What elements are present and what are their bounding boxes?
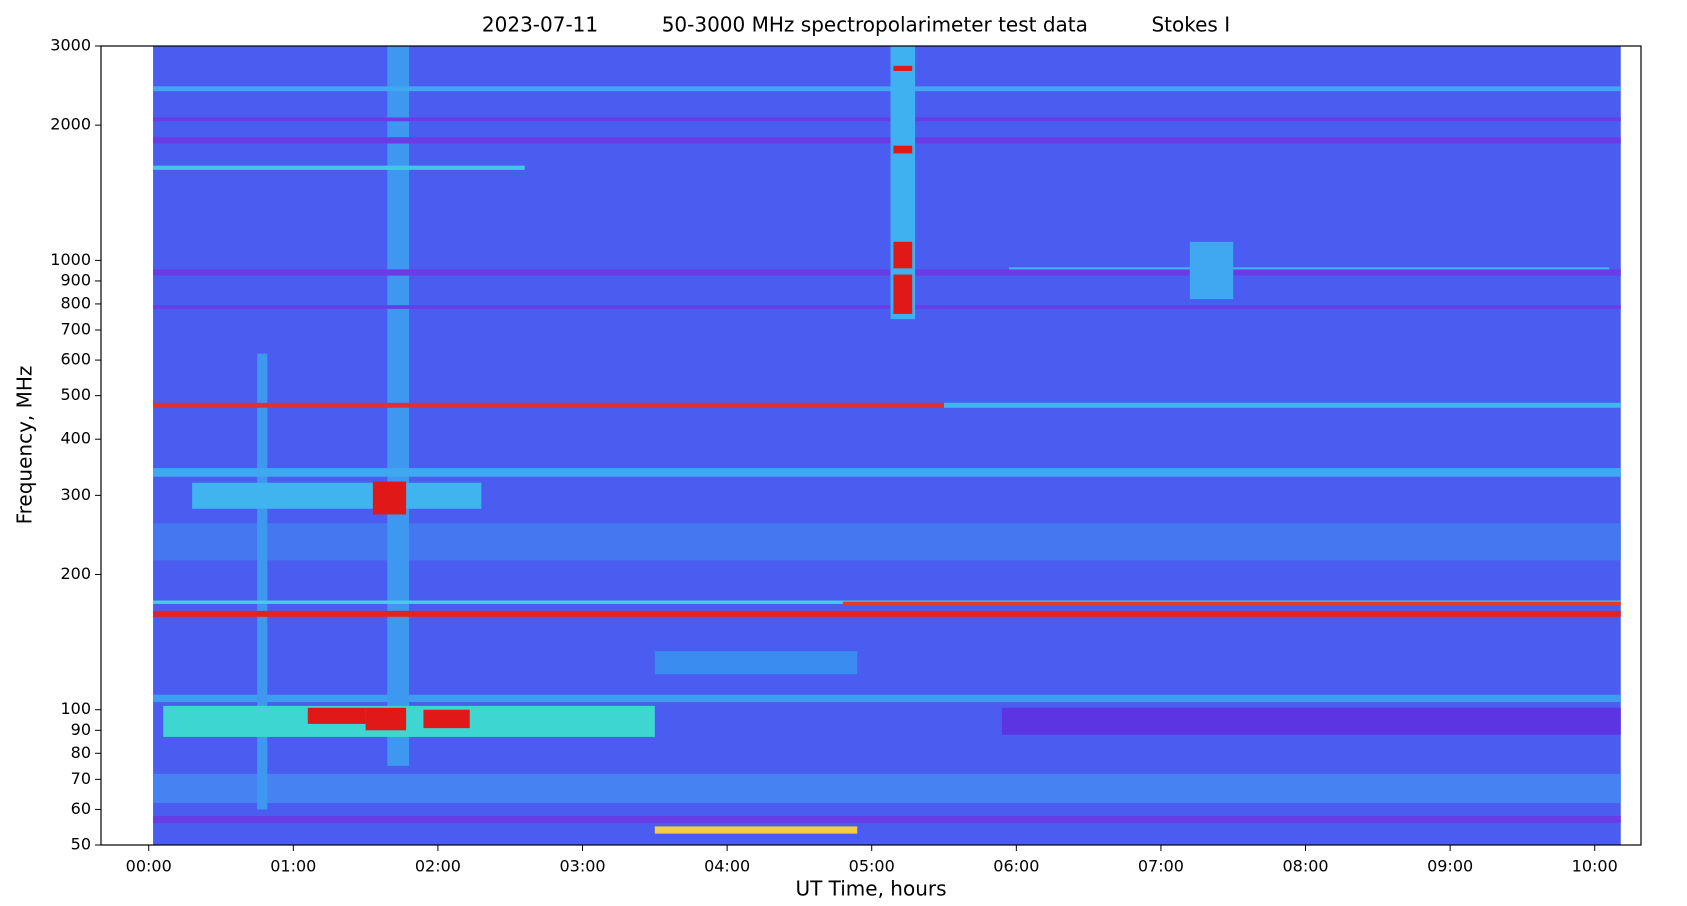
spectrum-region [654, 826, 858, 834]
spectrum-region [153, 816, 1621, 823]
y-tick-label: 700 [60, 319, 91, 338]
spectrum-region [153, 694, 1621, 703]
plot-frame [100, 45, 1642, 846]
spectrum-region [372, 481, 407, 515]
x-tick-label: 05:00 [849, 857, 895, 876]
spectrum-region [842, 601, 1621, 606]
y-tick-label: 1000 [50, 250, 91, 269]
spectrum-region [307, 707, 366, 724]
y-axis-label: Frequency, MHz [13, 366, 37, 525]
x-tick-label: 08:00 [1282, 857, 1328, 876]
x-tick-label: 02:00 [415, 857, 461, 876]
x-tick-label: 01:00 [270, 857, 316, 876]
spectrum-region [1001, 707, 1621, 735]
x-tick-label: 09:00 [1427, 857, 1473, 876]
y-tick-label: 50 [71, 835, 91, 854]
spectrum-region [893, 145, 913, 154]
spectrum-region [153, 610, 1621, 617]
spectrum-region [1189, 241, 1234, 300]
spectrum-region [192, 482, 482, 509]
y-tick-label: 300 [60, 485, 91, 504]
spectrum-region [153, 468, 1621, 477]
y-tick-label: 400 [60, 429, 91, 448]
spectrum-region [893, 274, 913, 314]
y-tick-label: 900 [60, 270, 91, 289]
spectrum-region [163, 705, 655, 737]
spectrum-region [153, 86, 1621, 92]
spectrum-region [153, 117, 1621, 122]
y-tick-label: 90 [71, 720, 91, 739]
y-tick-label: 100 [60, 699, 91, 718]
spectrum-region [153, 305, 1621, 309]
spectrum-region [153, 402, 945, 408]
y-tick-label: 200 [60, 564, 91, 583]
y-tick-label: 3000 [50, 36, 91, 55]
spectrum-region [944, 402, 1621, 408]
x-tick-label: 04:00 [704, 857, 750, 876]
y-tick-label: 600 [60, 350, 91, 369]
x-tick-label: 07:00 [1138, 857, 1184, 876]
spectrum-region [365, 707, 407, 731]
y-tick-label: 80 [71, 743, 91, 762]
spectrum-region [153, 773, 1621, 804]
spectrum-region [654, 651, 858, 675]
spectrum-region [153, 523, 1621, 561]
y-tick-label: 500 [60, 385, 91, 404]
y-tick-label: 2000 [50, 115, 91, 134]
spectrum-region [153, 269, 1621, 276]
x-tick-label: 10:00 [1572, 857, 1618, 876]
spectrum-region [153, 137, 1621, 144]
x-tick-label: 03:00 [559, 857, 605, 876]
y-tick-label: 70 [71, 769, 91, 788]
spectrum-region [257, 353, 268, 810]
spectrum-region [893, 241, 913, 269]
spectrum-region [890, 46, 916, 320]
spectrum-region [1009, 267, 1610, 270]
y-tick-label: 800 [60, 293, 91, 312]
spectrum-region [153, 165, 525, 170]
x-tick-label: 06:00 [993, 857, 1039, 876]
x-axis-label: UT Time, hours [795, 877, 946, 901]
spectrum-region [893, 65, 913, 71]
x-tick-label: 00:00 [126, 857, 172, 876]
y-tick-label: 60 [71, 799, 91, 818]
spectrum-region [423, 709, 470, 729]
chart-title: 2023-07-11 50-3000 MHz spectropolarimete… [482, 13, 1230, 37]
